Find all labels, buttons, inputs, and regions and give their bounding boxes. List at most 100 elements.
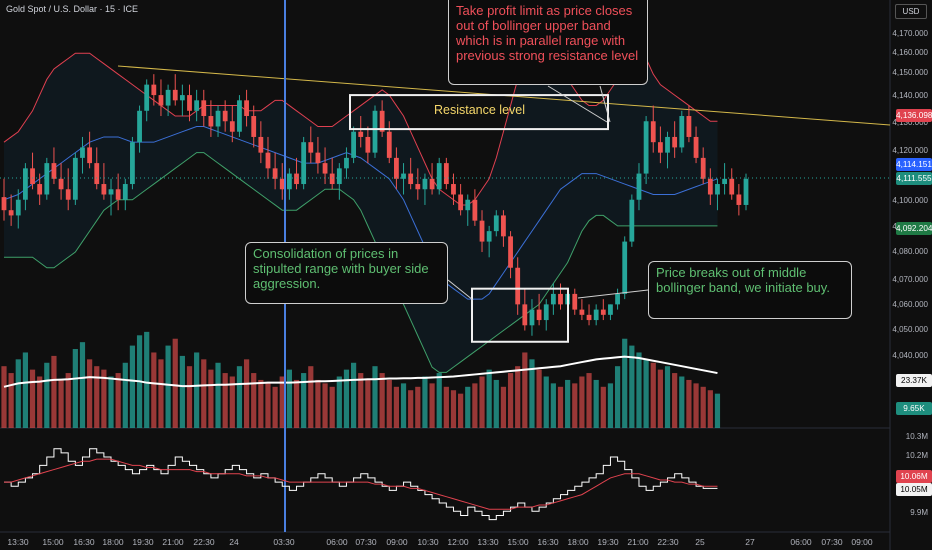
candle-body (472, 199, 478, 221)
breakout-note[interactable]: Price breaks out of middle bollinger ban… (648, 261, 852, 319)
candle-body (394, 157, 399, 179)
volume-bar (65, 373, 71, 428)
volume-bar (707, 390, 713, 428)
price-tick-label: 4,040.000 (892, 351, 928, 360)
volume-bar (29, 369, 36, 428)
candle-body (344, 157, 349, 169)
candle-body (15, 199, 21, 216)
volume-bar (650, 362, 656, 428)
candle-body (700, 157, 706, 179)
volume-bar (251, 373, 257, 428)
resistance-box (349, 94, 609, 131)
volume-bar (293, 379, 300, 428)
candle-body (600, 309, 606, 315)
candle-body (743, 178, 749, 205)
candle-body (44, 163, 50, 195)
time-tick-label: 19:30 (597, 537, 619, 547)
volume-bar (79, 342, 86, 428)
volume-bar (8, 373, 14, 428)
volume-ma-line (3, 355, 718, 388)
time-tick-label: 15:00 (42, 537, 64, 547)
price-tick-label: 4,150.000 (892, 68, 928, 77)
candle-body (501, 215, 506, 237)
volume-bar (614, 366, 621, 428)
candle-body (358, 131, 364, 137)
volume-bar (308, 366, 314, 428)
volume-bar (565, 379, 571, 428)
time-tick-label: 12:00 (447, 537, 469, 547)
price-tick-label: 4,070.000 (892, 275, 928, 284)
volume-bar (15, 359, 21, 428)
volume-bar (408, 390, 414, 428)
symbol-title[interactable]: Gold Spot / U.S. Dollar · 15 · ICE (6, 4, 139, 14)
candle-body (508, 236, 513, 268)
candle-body (122, 184, 128, 200)
osc-white-badge: 10.05M (896, 483, 932, 496)
time-tick-label: 09:00 (386, 537, 408, 547)
volume-bar (593, 379, 599, 428)
candle-body (351, 131, 356, 158)
candle-body (37, 184, 43, 195)
volume-bar (1, 366, 7, 428)
candle-body (8, 210, 14, 216)
time-tick-label: 06:00 (326, 537, 348, 547)
volume-bar (429, 383, 435, 428)
time-tick-label: 22:30 (657, 537, 679, 547)
volume-bar (279, 376, 285, 428)
candle-body (586, 314, 592, 321)
candle-body (372, 110, 378, 153)
time-tick-label: 10:30 (417, 537, 439, 547)
candle-body (686, 116, 692, 137)
volume-bar (208, 369, 214, 428)
volume-bar (122, 362, 128, 428)
volume-bar (115, 373, 121, 428)
volume-bar (236, 366, 243, 428)
candle-body (294, 173, 299, 185)
candle-body (115, 189, 121, 200)
candle-body (23, 168, 28, 200)
candle-body (422, 178, 428, 190)
volume-bar (436, 373, 442, 428)
osc-tick-label: 10.3M (905, 432, 928, 441)
candle-body (272, 168, 278, 179)
candle-body (258, 136, 264, 153)
volume-bar (22, 352, 29, 428)
candle-body (529, 309, 535, 326)
volume-bar (458, 393, 464, 428)
consolidation-connector (447, 279, 474, 301)
consolidation-note[interactable]: Consolidation of prices in stipulted ran… (245, 242, 448, 304)
volume-bar (714, 393, 721, 428)
candle-body (165, 89, 171, 106)
upper-mid-badge: 4,114.151 (896, 158, 932, 171)
candle-body (130, 142, 135, 185)
take-profit-note[interactable]: Take profit limit as price closes out of… (448, 0, 648, 85)
volume-bar (607, 383, 614, 428)
candle-body (458, 194, 464, 211)
price-tick-label: 4,100.000 (892, 196, 928, 205)
currency-label[interactable]: USD (895, 4, 927, 19)
volume-bar (194, 352, 200, 428)
price-tick-label: 4,140.000 (892, 91, 928, 100)
candle-body (707, 178, 713, 195)
volume-bar (94, 366, 100, 428)
candle-body (558, 293, 563, 305)
candle-body (436, 163, 442, 190)
bollinger-upper-line (3, 47, 718, 206)
candle-body (522, 304, 528, 326)
breakout-connector (577, 289, 649, 299)
take-profit-connector (599, 85, 611, 123)
volume-bar (343, 369, 350, 428)
candle-body (643, 121, 649, 174)
volume-bar (386, 379, 392, 428)
time-tick-label: 09:00 (851, 537, 873, 547)
volume-bar (101, 369, 107, 428)
candle-body (208, 116, 214, 127)
time-tick-label: 21:00 (627, 537, 649, 547)
candle-body (679, 116, 685, 148)
time-tick-label: 16:30 (537, 537, 559, 547)
candle-body (244, 100, 249, 117)
take-profit-connector (547, 85, 608, 123)
candle-body (237, 100, 242, 132)
